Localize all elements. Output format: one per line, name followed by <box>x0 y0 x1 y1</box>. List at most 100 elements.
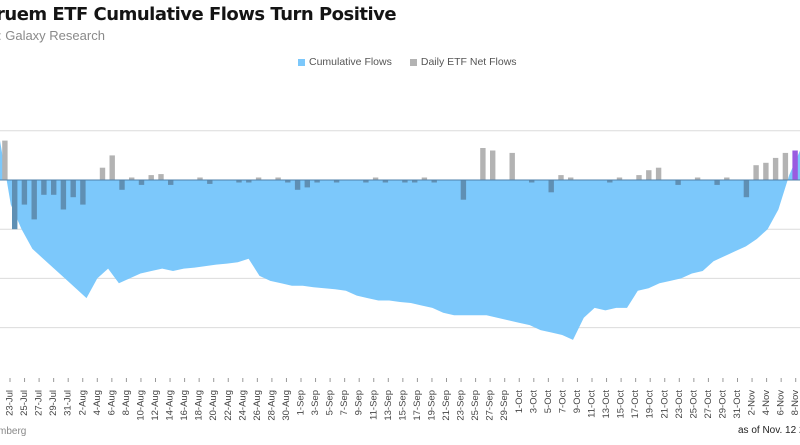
x-tick-label-25: 11-Sep <box>368 390 379 420</box>
x-tick-label-35: 1-Oct <box>514 390 525 414</box>
daily-bar-77 <box>753 165 759 180</box>
daily-bar-31 <box>304 180 310 188</box>
x-tick-label-52: 4-Nov <box>761 390 772 416</box>
x-tick-label-21: 3-Sep <box>310 390 321 415</box>
daily-bar-57 <box>558 175 564 180</box>
daily-bar-25 <box>246 180 252 183</box>
daily-bar-78 <box>763 162 769 180</box>
x-tick-label-0: 23-Jul <box>5 390 16 416</box>
daily-bar-50 <box>490 150 496 180</box>
x-tick-label-8: 8-Aug <box>121 390 132 415</box>
daily-bar-30 <box>294 180 301 190</box>
x-axis-ticks: 23-Jul 25-Jul 27-Jul 29-Jul 31-Jul 2-Aug 4-Aug… <box>5 378 800 421</box>
daily-bar-73 <box>714 180 720 185</box>
x-tick-label-43: 17-Oct <box>630 390 641 419</box>
x-tick-label-54: 8-Nov <box>790 390 800 416</box>
daily-bar-62 <box>607 180 613 183</box>
x-tick-label-10: 12-Aug <box>150 390 161 421</box>
legend-item-cumulative: Cumulative Flows <box>298 56 392 68</box>
daily-bar-49 <box>480 148 486 180</box>
x-tick-label-4: 31-Jul <box>63 390 74 416</box>
daily-bar-34 <box>333 180 340 183</box>
x-tick-label-39: 9-Oct <box>572 390 583 414</box>
daily-bar-74 <box>724 177 730 180</box>
daily-bar-2 <box>21 180 28 205</box>
x-tick-label-36: 3-Oct <box>528 390 539 414</box>
source-note: mberg <box>0 426 27 437</box>
legend-label-cumulative: Cumulative Flows <box>309 56 392 68</box>
daily-bar-71 <box>694 177 701 180</box>
x-tick-label-41: 13-Oct <box>601 390 612 419</box>
x-tick-label-18: 28-Aug <box>266 390 277 421</box>
daily-bar-41 <box>402 180 408 183</box>
daily-bar-10 <box>99 167 106 180</box>
x-tick-label-16: 24-Aug <box>237 390 248 421</box>
chart-title: ruem ETF Cumulative Flows Turn Positive <box>0 4 397 25</box>
x-tick-label-42: 15-Oct <box>616 390 627 419</box>
daily-bar-28 <box>275 177 281 180</box>
x-tick-label-5: 2-Aug <box>77 390 88 415</box>
daily-bar-7 <box>70 180 76 198</box>
daily-bar-4 <box>41 180 47 195</box>
chart-legend: Cumulative Flows Daily ETF Net Flows <box>298 56 517 68</box>
daily-bar-16 <box>158 174 164 180</box>
x-tick-label-9: 10-Aug <box>135 390 146 421</box>
daily-bar-43 <box>421 177 428 180</box>
daily-bar-14 <box>138 180 145 185</box>
daily-bar-13 <box>129 177 135 180</box>
x-tick-label-6: 4-Aug <box>92 390 103 415</box>
daily-bar-38 <box>372 177 379 180</box>
daily-bar-39 <box>382 180 389 183</box>
daily-bar-69 <box>675 180 681 185</box>
daily-bar-32 <box>314 180 320 183</box>
x-tick-label-51: 2-Nov <box>747 390 758 416</box>
daily-bar-80 <box>782 152 789 180</box>
daily-bar-67 <box>655 167 662 180</box>
x-tick-label-24: 9-Sep <box>354 390 365 415</box>
x-tick-label-19: 30-Aug <box>281 390 292 421</box>
x-tick-label-30: 21-Sep <box>441 390 452 421</box>
x-tick-label-45: 21-Oct <box>659 390 670 419</box>
daily-bar-63 <box>616 177 623 180</box>
daily-bar-11 <box>109 155 115 180</box>
daily-bar-20 <box>197 177 203 180</box>
x-tick-label-29: 19-Sep <box>426 390 437 421</box>
x-tick-label-46: 23-Oct <box>674 390 685 419</box>
daily-bar-66 <box>646 170 652 180</box>
daily-bar-24 <box>236 180 242 183</box>
daily-bar-29 <box>285 180 291 183</box>
x-tick-label-20: 1-Sep <box>296 390 307 415</box>
daily-bar-26 <box>255 177 262 180</box>
x-tick-label-38: 7-Oct <box>557 390 568 414</box>
daily-bar-56 <box>548 180 554 193</box>
daily-bar-3 <box>31 180 37 220</box>
x-tick-label-27: 15-Sep <box>397 390 408 421</box>
legend-item-daily: Daily ETF Net Flows <box>409 56 517 68</box>
x-tick-label-48: 27-Oct <box>703 390 714 419</box>
x-tick-label-33: 27-Sep <box>485 390 496 421</box>
x-tick-label-1: 25-Jul <box>19 390 30 416</box>
x-tick-label-31: 23-Sep <box>456 390 467 421</box>
daily-bar-42 <box>412 180 418 183</box>
daily-bar-12 <box>119 180 125 190</box>
cumulative-flows-area <box>0 140 800 340</box>
x-tick-label-12: 16-Aug <box>179 390 190 421</box>
as-of-note: as of Nov. 12 20 <box>738 425 800 436</box>
x-tick-label-34: 29-Sep <box>499 390 510 421</box>
daily-bar-52 <box>509 152 515 180</box>
daily-bar-37 <box>363 180 369 183</box>
daily-bar-15 <box>148 175 154 180</box>
x-tick-label-26: 13-Sep <box>383 390 394 421</box>
x-tick-label-15: 22-Aug <box>223 390 234 421</box>
x-tick-label-37: 5-Oct <box>543 390 554 414</box>
x-tick-label-50: 31-Oct <box>732 390 743 419</box>
legend-swatch-cumulative <box>298 58 305 66</box>
daily-bar-21 <box>207 180 213 184</box>
x-tick-label-13: 18-Aug <box>194 390 205 421</box>
daily-bar-6 <box>60 180 67 210</box>
x-tick-label-17: 26-Aug <box>252 390 263 421</box>
daily-bar-0 <box>2 140 8 180</box>
daily-bar-5 <box>51 180 57 195</box>
daily-bar-47 <box>460 180 467 200</box>
